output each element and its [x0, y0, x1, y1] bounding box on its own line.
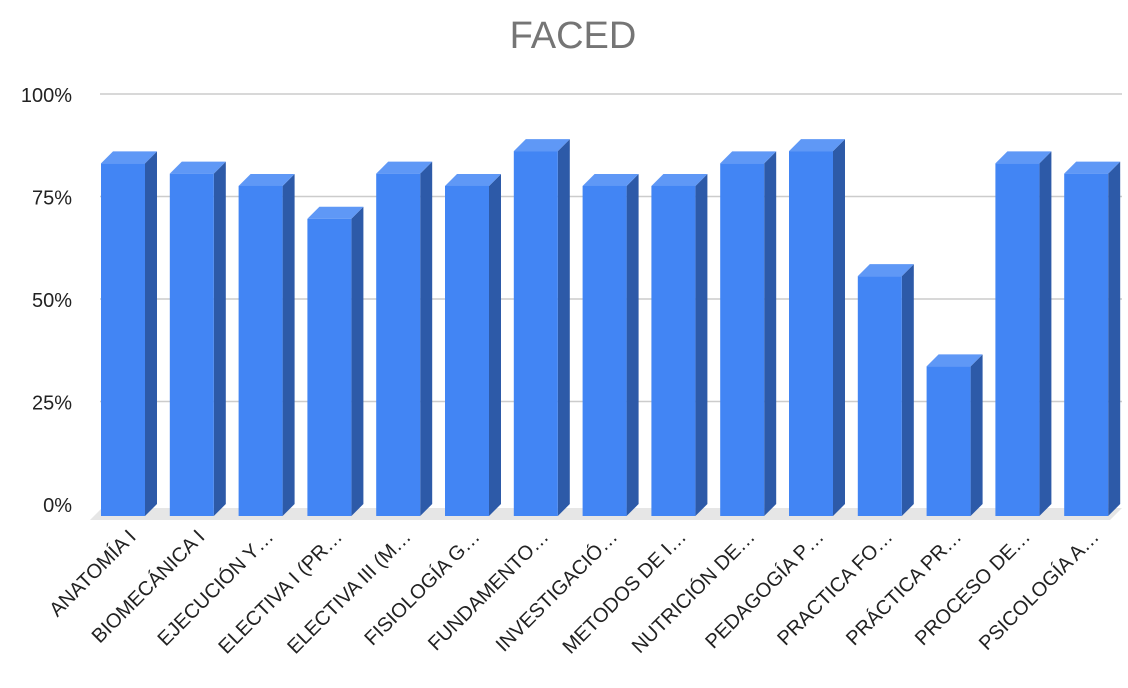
bar-side [489, 173, 501, 516]
bar [376, 161, 433, 516]
bar [169, 161, 226, 516]
bar-top [445, 173, 501, 186]
chart-title: FACED [510, 15, 637, 57]
bar-side [626, 173, 639, 516]
bar-front [720, 163, 765, 516]
bar-side [351, 206, 364, 516]
bar-front [582, 185, 627, 516]
bar-side [970, 354, 983, 516]
bar [789, 139, 845, 516]
bar-front [789, 151, 833, 516]
bar-top [513, 139, 570, 152]
bar-top [238, 173, 295, 186]
bar-side [1108, 161, 1121, 516]
bar-front [445, 185, 489, 516]
x-tick-label: ELECTIVA I (PR… [215, 526, 347, 658]
bar-front [238, 185, 283, 516]
x-tick-label: PRACTICA FO… [773, 526, 897, 650]
bar-side [833, 139, 845, 516]
y-tick-label: 75% [32, 188, 72, 210]
bar-front [651, 185, 696, 516]
bar-top [376, 161, 433, 174]
bar-top [307, 206, 364, 219]
bar-front [926, 366, 971, 516]
bar-side [557, 139, 570, 516]
y-tick-label: 50% [32, 290, 72, 312]
bar-front [513, 151, 558, 516]
bar [857, 264, 914, 516]
bar-front [857, 276, 902, 516]
bar [307, 206, 364, 516]
bar [513, 139, 570, 516]
bar-top [720, 151, 777, 164]
y-axis-ticks: 0% 25% 50% 75% 100% [21, 85, 72, 517]
bar-front [1064, 173, 1109, 516]
bar [995, 151, 1052, 516]
x-tick-label: ELECTIVA III (M… [283, 526, 415, 658]
bar [238, 173, 295, 516]
bar [1064, 161, 1121, 516]
bar-top [101, 151, 157, 164]
x-tick-label: EJECUCIÓN Y… [153, 525, 278, 650]
x-tick-label: PRÁCTICA PR… [841, 525, 966, 650]
x-tick-label: FUNDAMENTO… [424, 526, 553, 655]
bar [445, 173, 501, 516]
bar [926, 354, 983, 516]
bar [582, 173, 639, 516]
bar-top [582, 173, 639, 186]
bar-front [995, 163, 1040, 516]
bar-side [695, 173, 708, 516]
bars [101, 139, 1121, 516]
bar-front [101, 163, 145, 516]
bar-side [282, 173, 295, 516]
bar-top [1064, 161, 1121, 174]
x-tick-label: BIOMECÁNICA I [87, 525, 209, 647]
x-tick-label: PEDAGOGÍA P… [701, 525, 829, 653]
x-tick-label: PSICOLOGÍA A… [974, 525, 1103, 654]
bar-side [764, 151, 777, 516]
bar [651, 173, 708, 516]
x-tick-label: NUTRICIÓN DE… [627, 525, 760, 658]
bar-side [145, 151, 157, 516]
bar-front [169, 173, 214, 516]
bar-side [1039, 151, 1052, 516]
bar [720, 151, 777, 516]
y-tick-label: 0% [43, 495, 72, 517]
bar-front [307, 218, 352, 516]
x-tick-label: INVESTIGACIÓ… [491, 525, 622, 656]
bar-side [420, 161, 433, 516]
x-tick-label: PROCESO DE… [911, 526, 1035, 650]
bar-top [651, 173, 708, 186]
y-tick-label: 25% [32, 393, 72, 415]
bar-top [169, 161, 226, 174]
bar-side [213, 161, 226, 516]
bar-top [926, 354, 983, 367]
bar-side [901, 264, 914, 516]
bar-top [789, 139, 845, 152]
bar-top [857, 264, 914, 277]
bar [101, 151, 157, 516]
y-tick-label: 100% [21, 85, 72, 107]
x-tick-label: METODOS DE I… [559, 526, 691, 658]
x-tick-label: FISIOLOGÍA G… [360, 525, 485, 650]
bar-front [376, 173, 421, 516]
bar-top [995, 151, 1052, 164]
